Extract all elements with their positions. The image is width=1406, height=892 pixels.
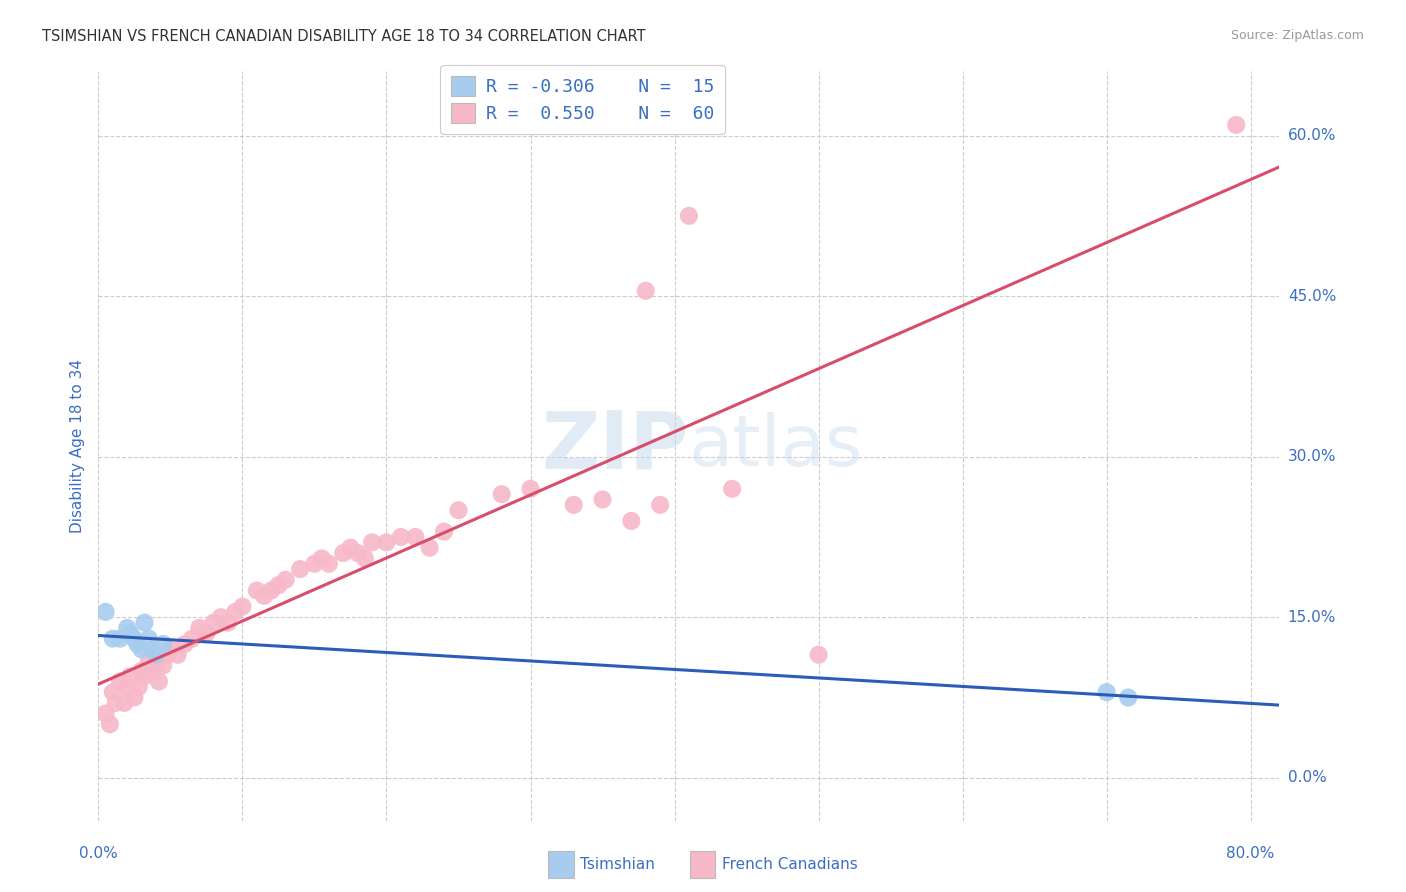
Point (131, 642, 153, 657)
Point (173, 637, 195, 651)
Point (318, 557, 340, 571)
Point (447, 503, 470, 517)
Point (145, 648, 167, 662)
Text: French Canadians: French Canadians (723, 857, 858, 871)
Point (1225, 118, 1247, 132)
Point (620, 514, 643, 528)
Point (94, 706, 117, 721)
Point (195, 626, 218, 640)
Point (404, 530, 426, 544)
Point (98, 717, 121, 731)
Point (104, 696, 127, 710)
Point (152, 637, 174, 651)
Point (433, 524, 456, 539)
Point (101, 632, 124, 646)
Bar (548, 851, 574, 878)
Point (375, 535, 398, 549)
Text: 15.0%: 15.0% (1288, 610, 1336, 624)
Point (148, 674, 170, 689)
Point (634, 284, 657, 298)
Point (274, 573, 297, 587)
Point (678, 209, 700, 223)
Point (267, 578, 290, 592)
Point (260, 583, 283, 598)
Point (1116, 690, 1139, 705)
Bar (690, 851, 716, 878)
Point (721, 482, 744, 496)
Point (134, 615, 156, 630)
Point (253, 589, 276, 603)
Point (188, 621, 211, 635)
Point (339, 541, 361, 555)
Point (124, 690, 146, 705)
Point (112, 696, 135, 710)
Point (115, 621, 138, 635)
Point (389, 530, 412, 544)
Point (311, 551, 333, 566)
Point (156, 648, 179, 662)
Text: 80.0%: 80.0% (1226, 846, 1275, 861)
Point (288, 562, 311, 576)
Point (138, 653, 160, 667)
Point (138, 632, 160, 646)
Point (159, 642, 181, 657)
Point (650, 498, 672, 512)
Point (592, 492, 614, 507)
Point (332, 546, 354, 560)
Point (131, 664, 153, 678)
Point (108, 674, 131, 689)
Point (807, 648, 830, 662)
Point (108, 632, 131, 646)
Point (519, 482, 541, 496)
Text: 0.0%: 0.0% (79, 846, 118, 861)
Text: ZIP: ZIP (541, 407, 689, 485)
Point (145, 658, 167, 673)
Point (94, 605, 117, 619)
Point (231, 599, 253, 614)
Text: Source: ZipAtlas.com: Source: ZipAtlas.com (1230, 29, 1364, 42)
Point (134, 669, 156, 683)
Text: 0.0%: 0.0% (1288, 771, 1326, 785)
Text: TSIMSHIAN VS FRENCH CANADIAN DISABILITY AGE 18 TO 34 CORRELATION CHART: TSIMSHIAN VS FRENCH CANADIAN DISABILITY … (42, 29, 645, 44)
Point (361, 535, 384, 549)
Point (128, 680, 150, 694)
Point (101, 685, 124, 699)
Point (166, 648, 188, 662)
Point (1095, 685, 1118, 699)
Point (181, 632, 204, 646)
Point (217, 615, 239, 630)
Point (419, 541, 441, 555)
Point (354, 551, 377, 566)
Point (120, 626, 142, 640)
Text: atlas: atlas (689, 411, 863, 481)
Point (124, 632, 146, 646)
Text: 30.0%: 30.0% (1288, 450, 1336, 464)
Point (115, 680, 138, 694)
Point (127, 637, 149, 651)
Point (209, 610, 232, 624)
Point (142, 642, 165, 657)
Text: 60.0%: 60.0% (1288, 128, 1336, 143)
Point (304, 557, 326, 571)
Point (152, 658, 174, 673)
Point (142, 664, 165, 678)
Point (224, 605, 246, 619)
Text: Tsimshian: Tsimshian (581, 857, 655, 871)
Text: 45.0%: 45.0% (1288, 289, 1336, 303)
Point (202, 615, 225, 630)
Point (246, 583, 269, 598)
Legend: R = -0.306    N =  15, R =  0.550    N =  60: R = -0.306 N = 15, R = 0.550 N = 60 (440, 65, 725, 134)
Point (491, 487, 513, 501)
Point (346, 546, 368, 560)
Point (120, 669, 142, 683)
Y-axis label: Disability Age 18 to 34: Disability Age 18 to 34 (69, 359, 84, 533)
Point (562, 498, 585, 512)
